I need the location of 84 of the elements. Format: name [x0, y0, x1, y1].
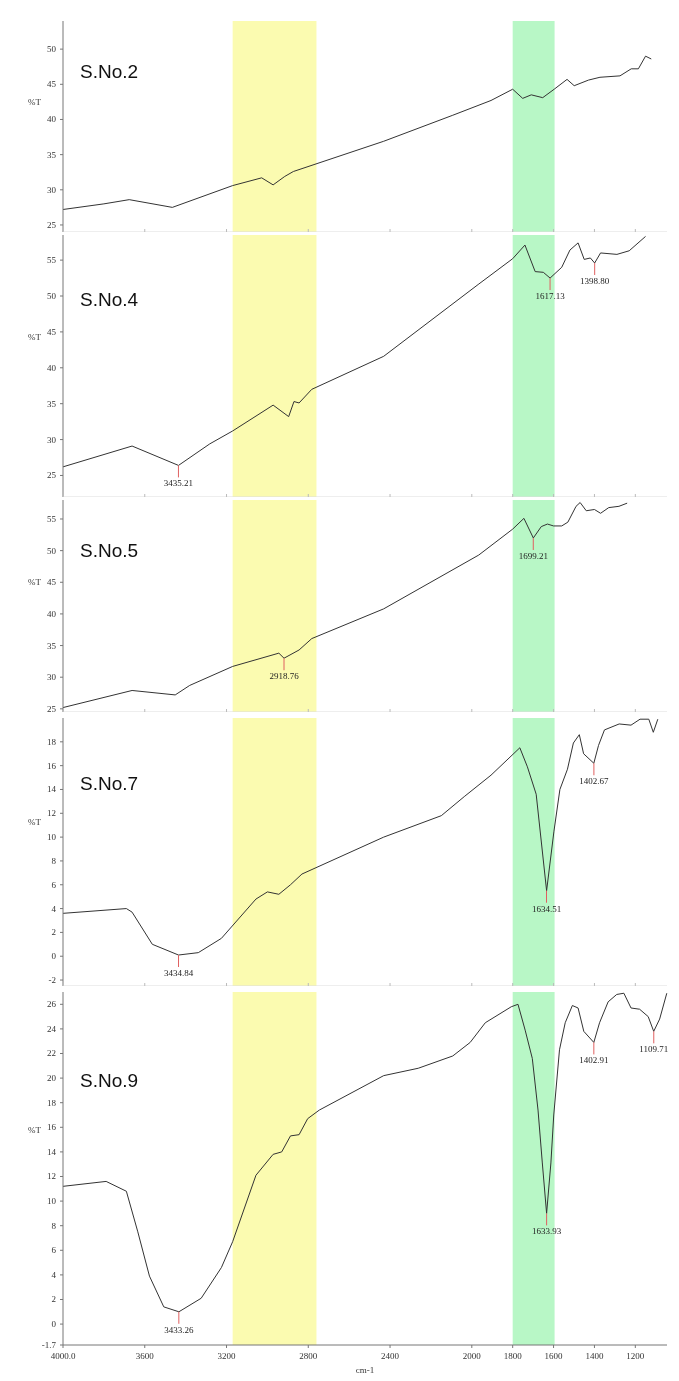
- annotation: 1402.67: [579, 776, 610, 787]
- y-tick-label: 30: [47, 184, 57, 195]
- y-axis-title: %T: [28, 97, 42, 108]
- y-tick-label: 10: [47, 1196, 57, 1207]
- y-axis-title: %T: [28, 1125, 42, 1136]
- y-tick-label: -2: [48, 975, 56, 986]
- y-tick-label: 30: [47, 672, 57, 683]
- x-tick-label: 1400: [585, 1351, 604, 1361]
- y-tick-label: 50: [47, 291, 57, 302]
- y-tick-label: 40: [47, 114, 57, 125]
- y-axis-title: %T: [28, 331, 42, 342]
- x-tick-label: 1600: [544, 1351, 564, 1361]
- y-tick-label: 55: [47, 255, 57, 266]
- text: S.No.9: [80, 1070, 139, 1092]
- line-series: [62, 718, 659, 956]
- x-tick-label: 2400: [381, 1351, 400, 1361]
- y-tick-label: 25: [47, 219, 57, 230]
- y-tick-label: 22: [47, 1048, 56, 1059]
- y-tick-label: 10: [47, 832, 57, 843]
- annotation: 1699.21: [518, 550, 548, 561]
- y-tick-label: 18: [47, 736, 57, 747]
- x-tick-label: 2000: [462, 1351, 482, 1361]
- y-tick-label: 45: [47, 326, 57, 337]
- y-tick-label: 12: [47, 808, 56, 819]
- y-tick-label: 12: [47, 1171, 56, 1182]
- y-tick-label: 2: [51, 927, 56, 938]
- y-tick-label: 26: [47, 999, 57, 1010]
- annotation: 1109.71: [639, 1044, 669, 1055]
- y-tick-label: 30: [47, 434, 57, 445]
- y-tick-label: 8: [51, 1220, 57, 1231]
- y-tick-label: 20: [47, 1073, 57, 1084]
- text: S.No.2: [80, 60, 139, 82]
- y-tick-label: 0: [51, 951, 57, 962]
- y-tick-label: 25: [47, 703, 57, 714]
- y-tick-label: -1.7: [41, 1340, 57, 1350]
- text: S.No.7: [80, 773, 139, 795]
- y-tick-label: 6: [51, 1245, 57, 1256]
- y-tick-label: 24: [47, 1023, 57, 1034]
- text: S.No.5: [80, 540, 139, 562]
- y-tick-label: 35: [47, 640, 57, 651]
- x-tick-label: 2800: [299, 1351, 318, 1361]
- x-tick-label: 4000.0: [50, 1351, 76, 1361]
- annotation: 3434.84: [163, 968, 194, 979]
- y-tick-label: 45: [47, 79, 57, 90]
- y-axis-title: %T: [28, 576, 42, 587]
- text: S.No.4: [80, 288, 139, 310]
- line-series: [62, 55, 652, 210]
- y-tick-label: 14: [47, 1146, 57, 1157]
- annotation: 1634.51: [531, 903, 562, 914]
- y-tick-label: 50: [47, 545, 57, 556]
- y-tick-label: 35: [47, 149, 57, 160]
- y-tick-label: 35: [47, 398, 57, 409]
- y-tick-label: 55: [47, 513, 57, 524]
- y-tick-label: 0: [51, 1319, 57, 1330]
- annotation: 2918.76: [269, 671, 300, 682]
- y-tick-label: 40: [47, 362, 57, 373]
- y-tick-label: 16: [47, 1122, 57, 1133]
- x-tick-label: 3600: [135, 1351, 155, 1361]
- annotation: 3435.21: [163, 478, 194, 489]
- annotation: 1633.93: [532, 1226, 562, 1237]
- y-tick-label: 25: [47, 470, 57, 481]
- y-axis-title: %T: [28, 817, 42, 828]
- y-tick-label: 40: [47, 608, 57, 619]
- line-series: [62, 235, 647, 468]
- x-tick-label: 1200: [626, 1351, 645, 1361]
- annotation: 1617.13: [535, 291, 566, 302]
- line-series: [62, 502, 628, 709]
- y-tick-label: 45: [47, 577, 57, 588]
- y-tick-label: 8: [51, 855, 57, 866]
- line-series: [62, 992, 668, 1313]
- x-tick-label: 3200: [217, 1351, 237, 1361]
- annotation: 3433.26: [164, 1324, 194, 1335]
- x-tick-label: 1800: [503, 1351, 523, 1361]
- y-tick-label: 14: [47, 784, 57, 795]
- y-tick-label: 4: [51, 1269, 57, 1280]
- annotation: 1402.91: [579, 1055, 609, 1066]
- x-axis-title: cm-1: [355, 1365, 375, 1375]
- y-tick-label: 50: [47, 44, 57, 55]
- y-tick-label: 18: [47, 1097, 57, 1108]
- y-tick-label: 16: [47, 760, 57, 771]
- annotation: 1398.80: [580, 275, 610, 286]
- y-tick-label: 6: [51, 879, 57, 890]
- y-tick-label: 4: [51, 903, 57, 914]
- y-tick-label: 2: [51, 1294, 56, 1305]
